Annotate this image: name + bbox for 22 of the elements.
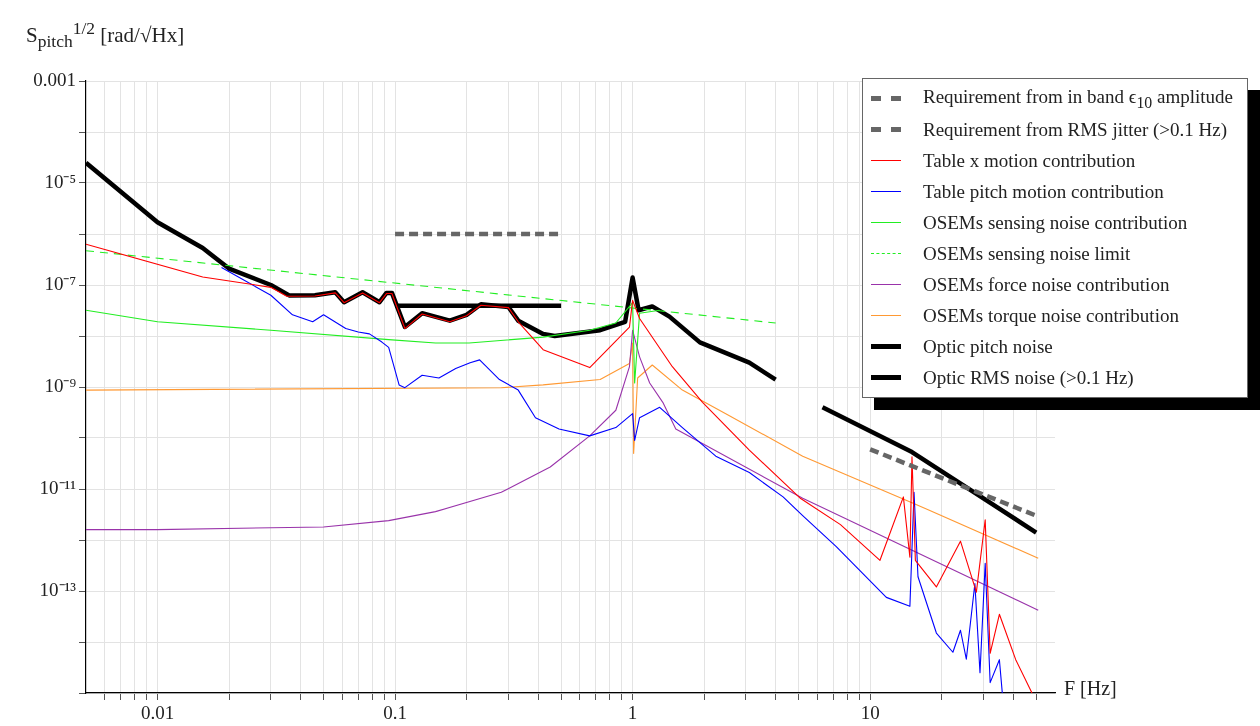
x-tick-label: 0.1 [383,702,407,724]
y-tick-label: 10⁻⁵ [44,170,76,192]
x-axis-title: F [Hz] [1064,677,1117,700]
y-tick-label: 10⁻⁷ [44,272,76,294]
legend-label: Requirement from RMS jitter (>0.1 Hz) [922,118,1228,141]
y-tick-label: 10⁻¹¹ [39,476,77,498]
y-tick-label: 10⁻⁹ [44,374,77,396]
legend-label: Requirement from in band ϵ$_{10}$ amplitude [922,85,1233,112]
x-tick-label: 1 [627,702,638,724]
legend-label: OSEMs torque noise contribution [922,304,1179,327]
legend-label: Table pitch motion contribution [922,180,1164,203]
legend-label: OSEMs sensing noise contribution [922,211,1188,234]
x-tick-label: 0.01 [140,702,175,724]
y-axis-title: S$_{pitch}$$^{1/2}$ [rad/√Hx] [26,18,185,53]
y-tick-label: 10⁻¹³ [39,578,77,600]
legend-label: Table x motion contribution [922,149,1136,172]
x-tick-label: 10 [860,702,880,724]
legend-label: OSEMs force noise contribution [922,273,1170,296]
legend-label: Optic RMS noise (>0.1 Hz) [922,366,1134,389]
legend-label: Optic pitch noise [922,335,1053,358]
legend-label: OSEMs sensing noise limit [922,242,1131,265]
y-tick-label: 0.001 [33,68,76,90]
